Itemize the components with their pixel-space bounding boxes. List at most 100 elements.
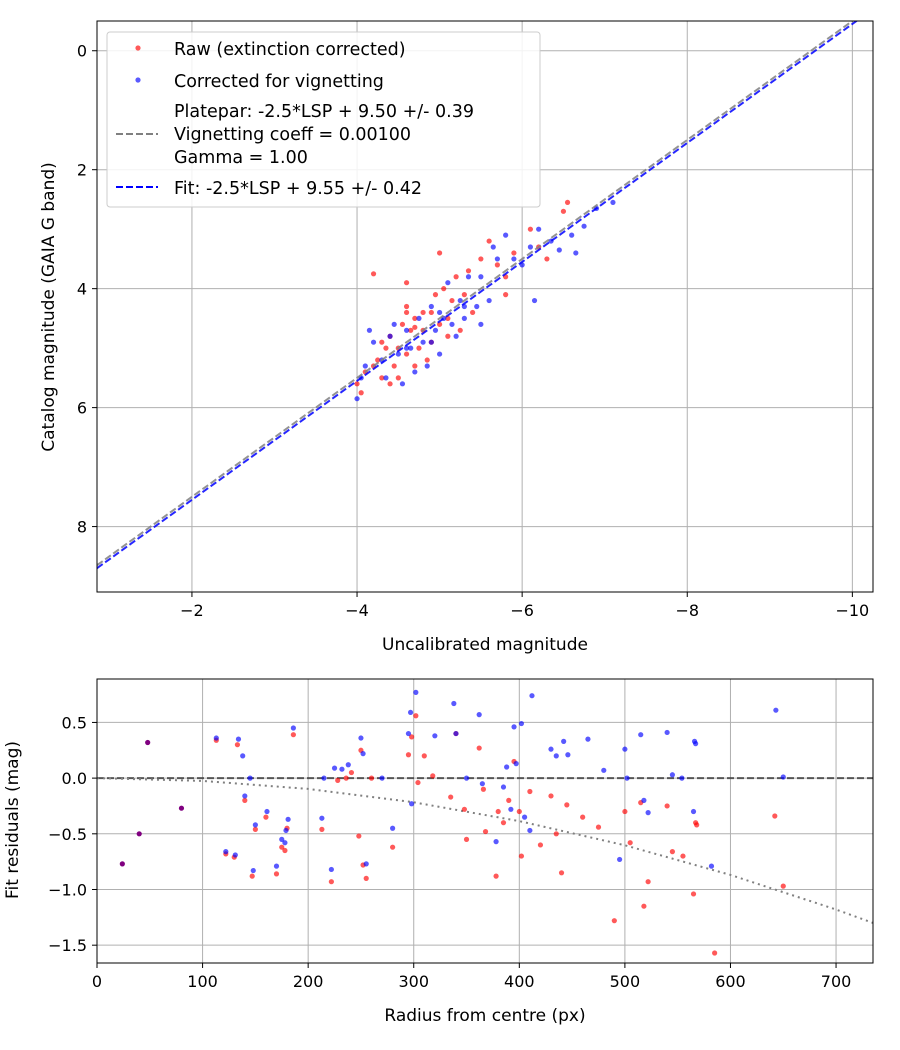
residuals-point-raw-extinction-corrected xyxy=(273,871,280,877)
calibration-point-corrected-for-vignetting xyxy=(569,232,575,238)
residuals-plot-frame xyxy=(96,678,874,964)
calibration-point-raw-extinction-corrected xyxy=(470,309,476,316)
calibration-point-raw-extinction-corrected xyxy=(412,324,418,330)
residuals-point-corrected-for-vignetting xyxy=(345,762,351,768)
residuals-point-raw-extinction-corrected xyxy=(537,842,544,848)
calibration-y-tick-label: 8 xyxy=(77,518,87,537)
calibration-y-tick-label: 4 xyxy=(77,280,87,299)
residuals-x-tick-label: 0 xyxy=(92,972,102,991)
residuals-point-raw-extinction-corrected xyxy=(712,950,718,956)
residuals-point-corrected-for-vignetting xyxy=(553,753,559,759)
residuals-point-raw-extinction-corrected xyxy=(356,833,362,839)
residuals-x-tick-label: 400 xyxy=(504,972,535,991)
residuals-point-corrected-for-vignetting xyxy=(529,693,535,699)
residuals-x-tick-label: 700 xyxy=(821,972,852,991)
calibration-point-corrected-for-vignetting xyxy=(478,274,484,280)
residuals-point-raw-extinction-corrected xyxy=(328,879,334,885)
residuals-points xyxy=(119,689,786,956)
calibration-point-raw-extinction-corrected xyxy=(370,271,377,277)
residuals-point-raw-extinction-corrected xyxy=(476,745,482,751)
calibration-point-corrected-for-vignetting xyxy=(474,303,480,310)
calibration-point-raw-extinction-corrected xyxy=(449,297,455,304)
residuals-point-corrected-for-vignetting xyxy=(565,752,571,758)
residuals-y-tick-label: 0.0 xyxy=(62,769,87,788)
residuals-point-raw-corrected-coincident xyxy=(119,861,125,867)
calibration-point-corrected-for-vignetting xyxy=(610,199,616,206)
calibration-point-corrected-for-vignetting xyxy=(465,274,472,280)
residuals-point-corrected-for-vignetting xyxy=(242,793,248,799)
residuals-point-corrected-for-vignetting xyxy=(780,774,786,780)
residuals-point-raw-extinction-corrected xyxy=(409,734,415,740)
residuals-lines xyxy=(97,777,873,924)
residuals-point-corrected-for-vignetting xyxy=(513,761,519,767)
calibration-point-corrected-for-vignetting xyxy=(556,247,562,253)
residuals-point-corrected-for-vignetting xyxy=(319,815,325,821)
residuals-point-raw-corrected-coincident xyxy=(136,831,142,837)
residuals-point-raw-extinction-corrected xyxy=(493,873,499,879)
calibration-point-corrected-for-vignetting xyxy=(503,232,509,238)
calibration-point-raw-extinction-corrected xyxy=(457,327,463,333)
residuals-point-corrected-for-vignetting xyxy=(432,733,438,739)
calibration-point-corrected-for-vignetting xyxy=(354,396,360,402)
residuals-point-corrected-for-vignetting xyxy=(250,867,256,874)
residuals-y-tick-label: 0.5 xyxy=(62,713,87,732)
residuals-point-raw-extinction-corrected xyxy=(234,742,241,748)
residuals-line-vignetting-model xyxy=(97,777,873,924)
calibration-point-raw-extinction-corrected xyxy=(403,280,410,286)
residuals-point-raw-extinction-corrected xyxy=(553,831,559,837)
calibration-y-tick-label: 0 xyxy=(77,42,87,61)
calibration-point-raw-extinction-corrected xyxy=(412,363,418,369)
calibration-point-raw-extinction-corrected xyxy=(358,390,364,396)
calibration-point-raw-extinction-corrected xyxy=(424,357,430,363)
residuals-y-axis-label: Fit residuals (mag) xyxy=(3,741,23,899)
calibration-point-raw-extinction-corrected xyxy=(375,357,381,363)
residuals-point-corrected-for-vignetting xyxy=(669,772,676,778)
residuals-point-corrected-for-vignetting xyxy=(273,863,280,869)
residuals-point-corrected-for-vignetting xyxy=(360,751,366,757)
residuals-point-corrected-for-vignetting xyxy=(453,730,459,737)
legend-corrected-marker xyxy=(135,77,141,83)
residuals-point-raw-extinction-corrected xyxy=(482,828,489,835)
legend-vignetting-label: Vignetting coeff = 0.00100 xyxy=(174,125,411,145)
residuals-point-raw-extinction-corrected xyxy=(413,713,419,719)
residuals-point-corrected-for-vignetting xyxy=(504,764,510,770)
calibration-point-raw-extinction-corrected xyxy=(453,274,459,280)
legend-gamma-label: Gamma = 1.00 xyxy=(174,148,308,168)
calibration-point-corrected-for-vignetting xyxy=(370,339,377,345)
residuals-point-raw-extinction-corrected xyxy=(390,844,396,850)
calibration-x-tick-label: −6 xyxy=(510,601,534,620)
calibration-point-corrected-for-vignetting xyxy=(412,369,418,375)
calibration-point-corrected-for-vignetting xyxy=(428,339,434,345)
residuals-point-raw-extinction-corrected xyxy=(580,814,586,820)
calibration-point-raw-extinction-corrected xyxy=(437,250,443,256)
residuals-point-corrected-for-vignetting xyxy=(693,741,699,747)
residuals-chart: 0 100 200 300 400 500 600 700 0.5 0.0 −0.5 −1.0 −1.5… xyxy=(3,678,874,1026)
calibration-ticks: −2 −4 −6 −8 −10 0 2 4 6 8 xyxy=(77,42,869,620)
residuals-y-tick-label: −0.5 xyxy=(48,825,87,844)
legend-raw-marker xyxy=(135,45,141,51)
residuals-point-corrected-for-vignetting xyxy=(235,736,242,742)
residuals-point-raw-extinction-corrected xyxy=(495,808,501,815)
calibration-point-corrected-for-vignetting xyxy=(494,256,500,262)
residuals-x-tick-label: 500 xyxy=(610,972,641,991)
calibration-point-raw-extinction-corrected xyxy=(494,262,500,268)
residuals-point-corrected-for-vignetting xyxy=(624,775,630,781)
residuals-point-corrected-for-vignetting xyxy=(521,814,528,820)
calibration-point-raw-extinction-corrected xyxy=(486,238,492,244)
calibration-point-raw-extinction-corrected xyxy=(379,375,385,381)
residuals-point-corrected-for-vignetting xyxy=(339,766,345,772)
residuals-ticks: 0 100 200 300 400 500 600 700 0.5 0.0 −0.5 −1.0 −1.5 xyxy=(48,713,851,991)
calibration-point-corrected-for-vignetting xyxy=(531,297,538,304)
calibration-point-corrected-for-vignetting xyxy=(511,256,517,262)
residuals-x-tick-label: 600 xyxy=(715,972,746,991)
calibration-point-raw-extinction-corrected xyxy=(412,315,418,321)
residuals-point-raw-extinction-corrected xyxy=(548,793,554,799)
calibration-point-corrected-for-vignetting xyxy=(573,250,579,256)
calibration-point-corrected-for-vignetting xyxy=(445,280,451,286)
residuals-point-raw-extinction-corrected xyxy=(421,753,427,759)
calibration-point-corrected-for-vignetting xyxy=(403,345,410,351)
calibration-point-corrected-for-vignetting xyxy=(437,309,443,316)
calibration-point-corrected-for-vignetting xyxy=(391,321,397,327)
residuals-point-corrected-for-vignetting xyxy=(548,746,554,752)
